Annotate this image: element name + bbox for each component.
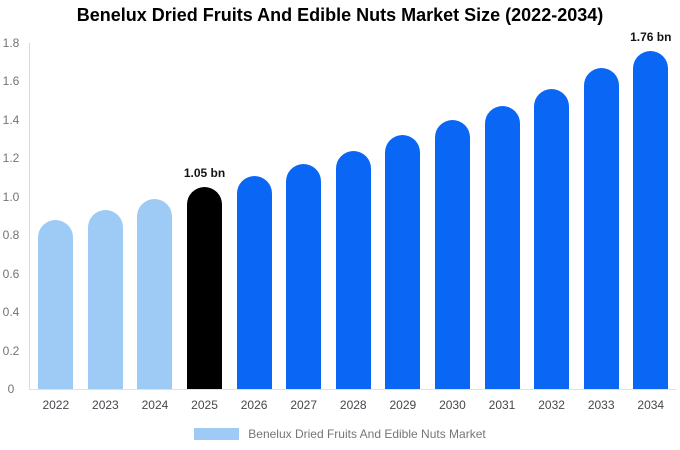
bar-2032[interactable] (534, 89, 570, 389)
x-axis-label-2030: 2030 (439, 398, 466, 412)
bar-2022[interactable] (38, 219, 74, 389)
x-axis-label-2026: 2026 (240, 398, 268, 412)
chart-title: Benelux Dried Fruits And Edible Nuts Mar… (76, 5, 604, 25)
y-axis-tick-label: 0.8 (2, 228, 20, 243)
x-axis-label-2029: 2029 (389, 398, 417, 412)
y-axis-tick-label: 1.8 (2, 36, 20, 50)
y-axis-tick-label: 0.4 (2, 305, 20, 320)
bar-2027[interactable] (286, 164, 322, 389)
bar-2026[interactable] (236, 175, 272, 389)
y-axis-tick-label: 1.6 (2, 74, 20, 89)
x-axis-label-2025: 2025 (191, 398, 218, 412)
bar-2033[interactable] (583, 68, 619, 389)
x-axis-label-2024: 2024 (141, 398, 169, 412)
legend-label: Benelux Dried Fruits And Edible Nuts Mar… (248, 427, 486, 441)
bar-2025[interactable] (187, 187, 223, 389)
bar-2030[interactable] (434, 119, 470, 389)
bar-2034[interactable] (633, 50, 669, 389)
value-label-2034: 1.76 bn (630, 29, 672, 44)
plot-area (30, 43, 676, 389)
x-axis-label-2022: 2022 (42, 398, 70, 412)
x-axis-label-2031: 2031 (488, 398, 516, 412)
y-axis-line (29, 43, 30, 389)
bar-2028[interactable] (335, 150, 371, 389)
x-axis-label-2032: 2032 (538, 398, 565, 412)
x-axis-label-2028: 2028 (339, 398, 367, 412)
x-axis-label-2023: 2023 (92, 398, 119, 412)
x-axis-baseline (29, 389, 676, 390)
legend-item[interactable]: Benelux Dried Fruits And Edible Nuts Mar… (0, 427, 680, 441)
y-axis-tick-label: 1.0 (2, 189, 20, 204)
bar-2031[interactable] (484, 106, 520, 389)
bar-2023[interactable] (87, 210, 123, 389)
y-axis-tick-label: 1.2 (2, 151, 20, 166)
bar-2029[interactable] (385, 135, 421, 389)
x-axis-label-2034: 2034 (637, 398, 665, 412)
y-axis-tick-label: 1.4 (2, 112, 20, 127)
value-label-2025: 1.05 bn (183, 166, 226, 181)
y-axis-tick-label: 0.6 (2, 266, 20, 281)
x-axis-label-2027: 2027 (290, 398, 318, 412)
x-axis-label-2033: 2033 (587, 398, 615, 412)
bar-2024[interactable] (137, 198, 173, 389)
y-axis-tick-label: 0 (7, 382, 15, 396)
legend-swatch (194, 428, 240, 440)
y-axis-tick-label: 0.2 (2, 343, 20, 358)
